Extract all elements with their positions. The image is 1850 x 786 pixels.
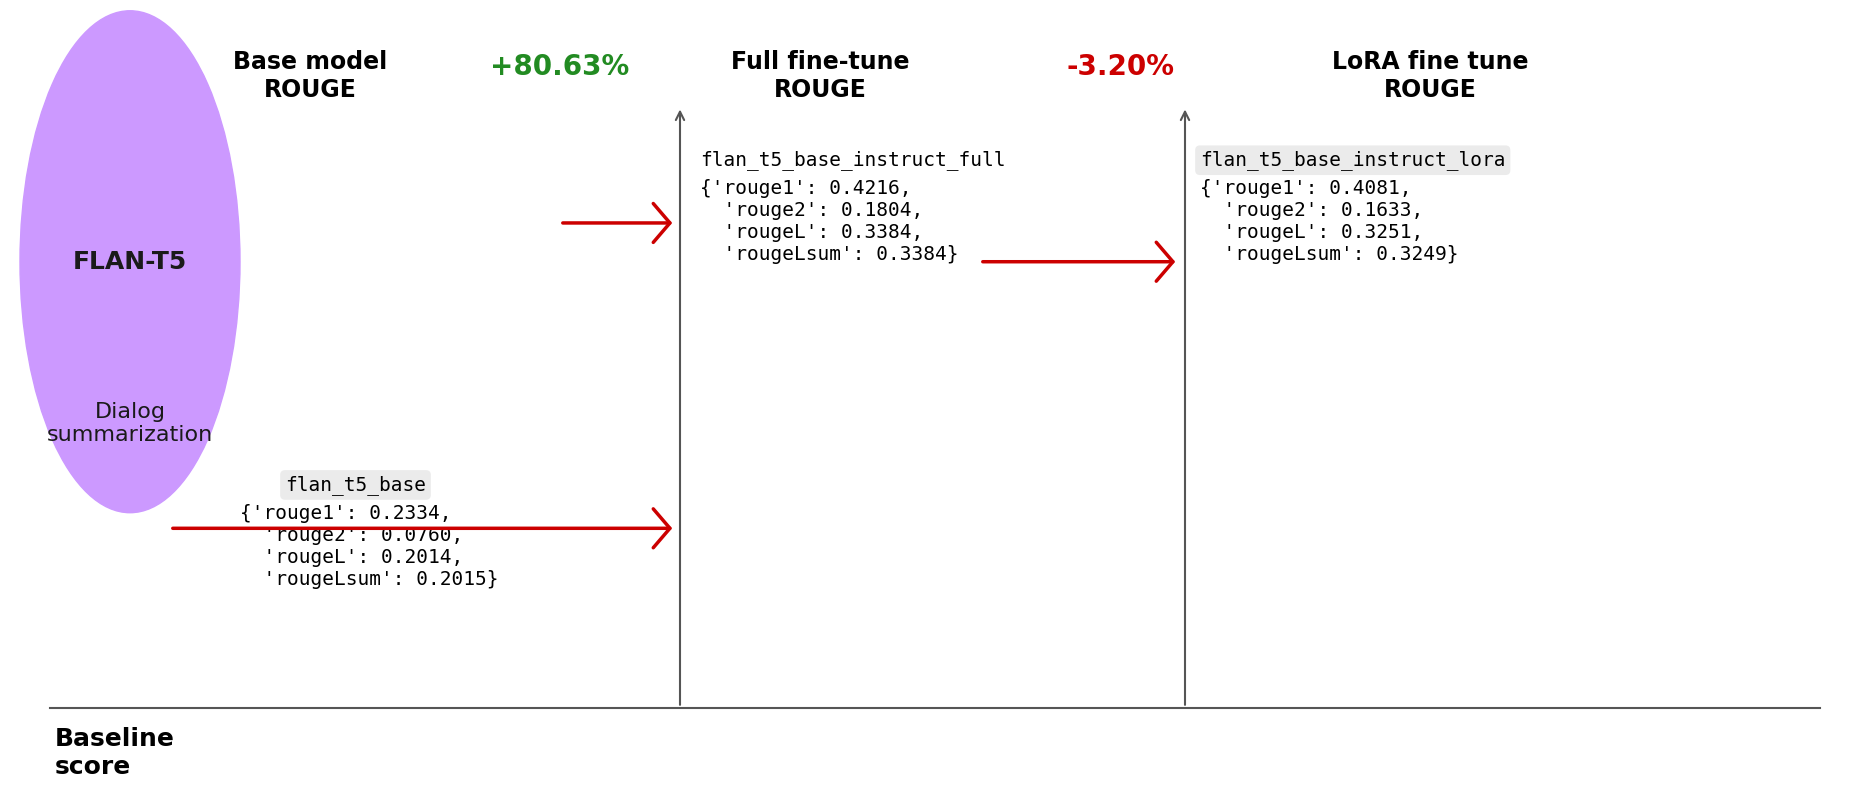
Text: -3.20%: -3.20%	[1066, 53, 1175, 81]
Text: flan_t5_base: flan_t5_base	[285, 475, 426, 495]
Text: Full fine-tune
ROUGE: Full fine-tune ROUGE	[731, 50, 908, 102]
Text: {'rouge1': 0.4081,
  'rouge2': 0.1633,
  'rougeL': 0.3251,
  'rougeLsum': 0.3249: {'rouge1': 0.4081, 'rouge2': 0.1633, 'ro…	[1201, 179, 1458, 264]
Ellipse shape	[20, 11, 240, 512]
Text: flan_t5_base_instruct_full: flan_t5_base_instruct_full	[699, 150, 1006, 171]
Text: +80.63%: +80.63%	[490, 53, 629, 81]
Text: FLAN-T5: FLAN-T5	[72, 250, 187, 274]
Text: flan_t5_base_instruct_lora: flan_t5_base_instruct_lora	[1201, 150, 1506, 171]
Text: {'rouge1': 0.4216,
  'rouge2': 0.1804,
  'rougeL': 0.3384,
  'rougeLsum': 0.3384: {'rouge1': 0.4216, 'rouge2': 0.1804, 'ro…	[699, 179, 958, 264]
Text: LoRA fine tune
ROUGE: LoRA fine tune ROUGE	[1332, 50, 1528, 102]
Text: Baseline
score: Baseline score	[56, 727, 176, 779]
Text: Dialog
summarization: Dialog summarization	[46, 402, 213, 446]
Text: Base model
ROUGE: Base model ROUGE	[233, 50, 387, 102]
Text: {'rouge1': 0.2334,
  'rouge2': 0.0760,
  'rougeL': 0.2014,
  'rougeLsum': 0.2015: {'rouge1': 0.2334, 'rouge2': 0.0760, 'ro…	[240, 504, 498, 589]
